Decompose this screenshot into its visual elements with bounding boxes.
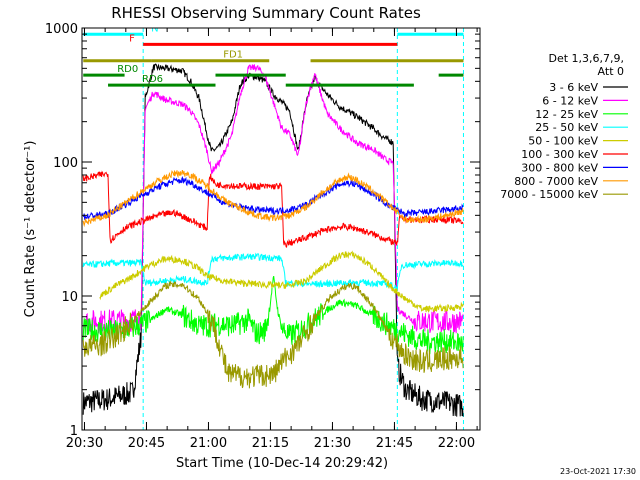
y-tick-label-1: 10: [61, 290, 78, 305]
legend-entry-4: 50 - 100 keV: [528, 135, 598, 148]
legend-entry-7: 800 - 7000 keV: [514, 175, 598, 188]
series-line-3: [82, 252, 464, 292]
x-tick-label-0: 20:30: [66, 436, 103, 451]
flag-label-2: FD1: [223, 50, 243, 61]
flag-label-0: N: [151, 23, 158, 34]
flag-label-1: F: [129, 33, 135, 44]
x-tick-label-2: 21:00: [190, 436, 227, 451]
series-line-6: [82, 176, 464, 220]
legend-entry-1: 6 - 12 keV: [542, 94, 598, 107]
series-line-7: [82, 169, 464, 228]
x-tick-label-6: 22:00: [438, 436, 475, 451]
plot-area: N F FD1 RD0 RD6: [82, 23, 464, 430]
x-tick-label-1: 20:45: [128, 436, 165, 451]
legend-entry-0: 3 - 6 keV: [549, 81, 598, 94]
y-tick-label-3: 1000: [45, 22, 78, 37]
x-tick-label-5: 21:45: [376, 436, 413, 451]
date-stamp: 23-Oct-2021 17:30: [560, 467, 636, 476]
legend-entry-8: 7000 - 15000 keV: [500, 188, 598, 201]
legend-entry-5: 100 - 300 keV: [521, 148, 598, 161]
plot-frame: [81, 27, 481, 431]
flag-label-3: RD0: [117, 64, 138, 75]
legend-entry-2: 12 - 25 keV: [535, 108, 598, 121]
x-axis-label: Start Time (10-Dec-14 20:29:42): [176, 456, 388, 471]
series-line-4: [99, 250, 464, 314]
x-axis: 20:30 20:45 21:00 21:15 21:30 21:45 22:00: [66, 28, 478, 451]
x-tick-label-3: 21:15: [252, 436, 289, 451]
y-axis-label: Count Rate (s⁻¹ detector⁻¹): [23, 141, 38, 318]
y-axis: 1 10 100 1000: [45, 22, 480, 439]
flag-label-4: RD6: [142, 74, 163, 85]
chart-title: RHESSI Observing Summary Count Rates: [111, 4, 421, 22]
legend-entry-6: 300 - 800 keV: [521, 161, 598, 174]
legend-entry-3: 25 - 50 keV: [535, 121, 598, 134]
series-line-0: [82, 63, 464, 417]
series-line-8: [82, 280, 464, 389]
legend-header-1: Att 0: [598, 65, 624, 78]
x-tick-label-4: 21:30: [314, 436, 351, 451]
y-tick-label-2: 100: [53, 156, 78, 171]
series-line-1: [82, 64, 464, 334]
series-line-2: [82, 275, 464, 355]
legend-header-0: Det 1,3,6,7,9,: [548, 52, 624, 65]
y-tick-label-0: 1: [70, 424, 78, 439]
